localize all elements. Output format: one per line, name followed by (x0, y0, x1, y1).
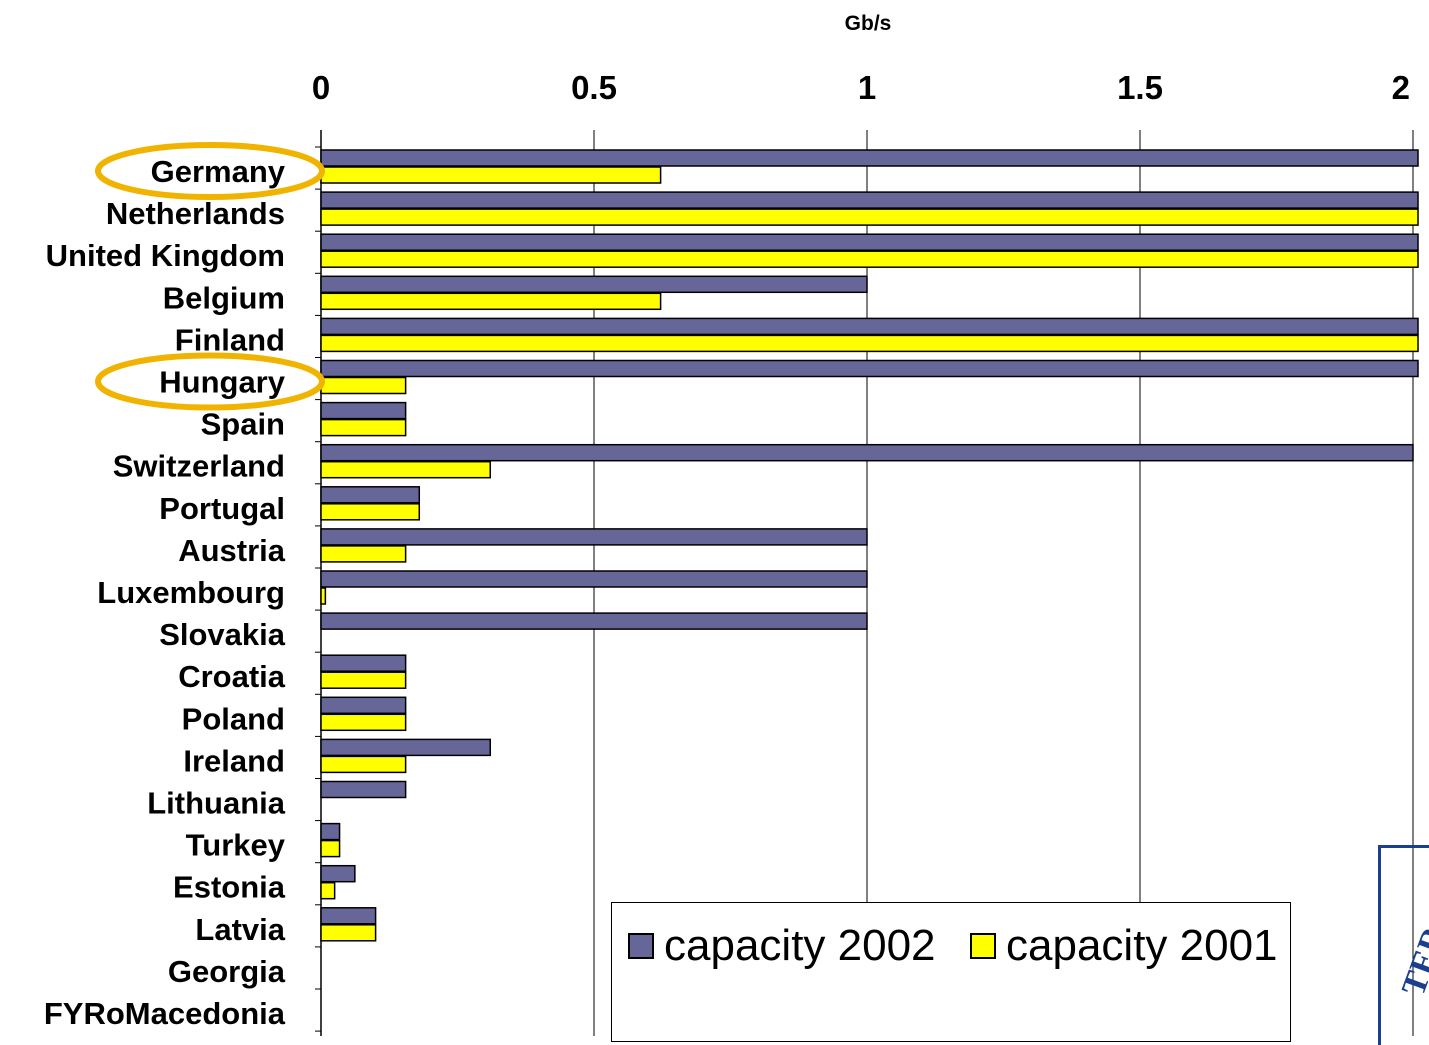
bar-2002 (320, 401, 407, 420)
bar-2001 (320, 713, 407, 732)
bar-2002 (320, 696, 407, 715)
category-label: Ireland (183, 743, 285, 778)
category-label: Georgia (168, 954, 286, 989)
x-tick-label: 1.5 (1117, 69, 1163, 106)
highlight-oval (95, 142, 325, 200)
category-label: Portugal (159, 491, 285, 526)
category-label: Hungary (159, 365, 286, 400)
category-label: Spain (201, 407, 285, 442)
legend-swatch-2001 (970, 933, 996, 959)
bar-2001 (320, 460, 492, 479)
bar-2001 (320, 292, 662, 311)
category-label: United Kingdom (46, 238, 285, 273)
legend-swatch-2002 (628, 933, 654, 959)
legend-label-2002: capacity 2002 (664, 921, 936, 970)
category-label: Germany (151, 154, 286, 189)
bar-2002 (320, 654, 407, 672)
legend-item-2001: capacity 2001 (970, 921, 1278, 971)
bar-2001 (320, 250, 1419, 268)
chart-legend: capacity 2002 capacity 2001 (611, 902, 1291, 1042)
legend-item-2002: capacity 2002 (628, 921, 936, 971)
bar-2002 (320, 443, 1414, 462)
bar-2001 (320, 418, 407, 437)
bar-2001 (320, 881, 336, 900)
category-label: Finland (175, 322, 285, 357)
bar-2002 (320, 486, 421, 504)
category-label: Belgium (163, 280, 285, 315)
bar-2001 (320, 671, 407, 689)
bar-2002 (320, 864, 356, 883)
logo-text: TER (1395, 922, 1429, 1001)
category-label: Estonia (173, 870, 286, 905)
bar-2001 (320, 208, 1419, 226)
x-tick-label: 1 (858, 69, 876, 106)
bar-2002 (320, 317, 1419, 336)
bar-2001 (320, 545, 407, 563)
bar-2002 (320, 907, 377, 925)
category-label: Lithuania (147, 786, 286, 821)
category-label: Austria (178, 533, 286, 568)
bar-2001 (320, 334, 1419, 353)
bar-2001 (320, 587, 327, 605)
category-label: Switzerland (113, 449, 285, 484)
x-tick-label: 2 (1392, 69, 1410, 106)
category-label: Croatia (178, 659, 286, 694)
bar-2002 (320, 738, 492, 757)
bar-2001 (320, 755, 407, 774)
bar-2002 (320, 822, 341, 841)
organization-logo: TER (1378, 845, 1429, 1045)
category-label: Latvia (195, 912, 285, 947)
bar-2001 (320, 839, 341, 858)
bar-2002 (320, 275, 868, 294)
bar-2001 (320, 376, 407, 395)
bar-2002 (320, 612, 868, 630)
bar-2002 (320, 570, 868, 588)
legend-label-2001: capacity 2001 (1006, 921, 1278, 970)
category-label: Slovakia (159, 617, 286, 652)
category-label: Turkey (186, 828, 286, 863)
bar-2001 (320, 924, 377, 942)
x-tick-label: 0 (312, 69, 330, 106)
highlight-oval (95, 352, 325, 411)
category-label: FYRoMacedonia (44, 996, 286, 1031)
bar-2002 (320, 191, 1419, 209)
bar-2002 (320, 528, 868, 546)
category-label: Netherlands (106, 196, 285, 231)
bar-2001 (320, 503, 421, 521)
category-label: Poland (182, 701, 285, 736)
bar-2002 (320, 149, 1419, 167)
category-label: Luxembourg (97, 575, 285, 610)
x-tick-label: 0.5 (571, 69, 617, 106)
bar-2001 (320, 166, 662, 184)
bar-2002 (320, 233, 1419, 251)
bar-2002 (320, 780, 407, 799)
x-axis-unit-label: Gb/s (844, 12, 892, 35)
bar-2002 (320, 359, 1419, 378)
